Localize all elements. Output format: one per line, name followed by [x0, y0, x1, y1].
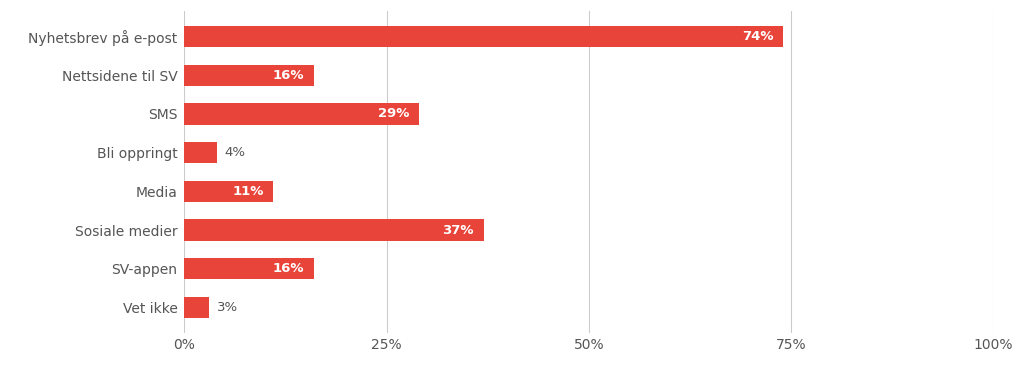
Bar	[184, 219, 483, 241]
Text: 16%: 16%	[272, 262, 304, 275]
Text: 16%: 16%	[272, 69, 304, 82]
Bar	[184, 297, 209, 318]
Text: 74%: 74%	[741, 30, 773, 43]
Text: 37%: 37%	[442, 223, 474, 237]
Bar	[184, 65, 313, 86]
Bar	[184, 142, 217, 163]
Bar	[184, 258, 313, 279]
Text: 29%: 29%	[378, 107, 410, 121]
Bar	[184, 181, 273, 202]
Text: 4%: 4%	[225, 146, 246, 159]
Bar	[184, 103, 419, 125]
Bar	[184, 26, 783, 47]
Text: 3%: 3%	[217, 301, 238, 314]
Text: 11%: 11%	[232, 185, 263, 198]
